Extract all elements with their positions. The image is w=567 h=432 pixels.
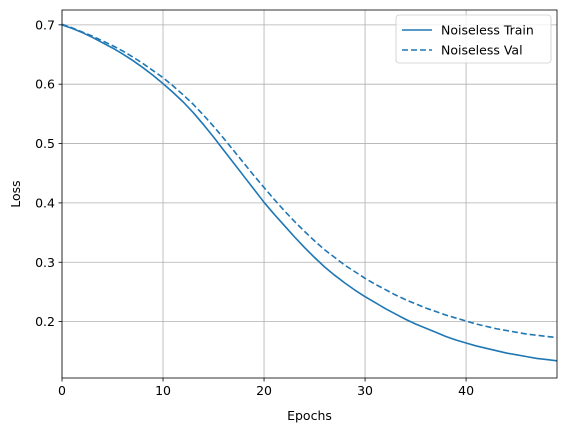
y-tick-label: 0.7 <box>35 17 55 32</box>
legend-label-noiseless-train: Noiseless Train <box>441 23 534 38</box>
y-tick-label: 0.6 <box>35 77 55 92</box>
legend-label-noiseless-val: Noiseless Val <box>441 43 523 58</box>
x-tick-label: 10 <box>155 383 171 398</box>
x-axis-ticks: 0 10 20 30 40 <box>58 378 474 398</box>
y-tick-label: 0.4 <box>35 195 55 210</box>
y-tick-label: 0.3 <box>35 255 55 270</box>
x-tick-label: 30 <box>357 383 373 398</box>
x-tick-label: 20 <box>256 383 272 398</box>
plot-frame <box>61 9 558 379</box>
grid <box>61 10 557 378</box>
y-axis-label: Loss <box>8 180 23 207</box>
x-axis-label: Epochs <box>287 408 332 423</box>
y-axis-ticks: 0.2 0.3 0.4 0.5 0.6 0.7 <box>35 17 62 329</box>
series-layer <box>61 23 558 362</box>
x-tick-label: 40 <box>458 383 474 398</box>
x-tick-label: 0 <box>58 383 66 398</box>
series-line-noiseless-val <box>61 23 558 339</box>
series-line-noiseless-train <box>61 24 558 362</box>
legend-box <box>395 14 552 64</box>
y-tick-label: 0.2 <box>35 314 55 329</box>
legend: Noiseless Train Noiseless Val <box>395 14 552 64</box>
y-tick-label: 0.5 <box>35 136 55 151</box>
